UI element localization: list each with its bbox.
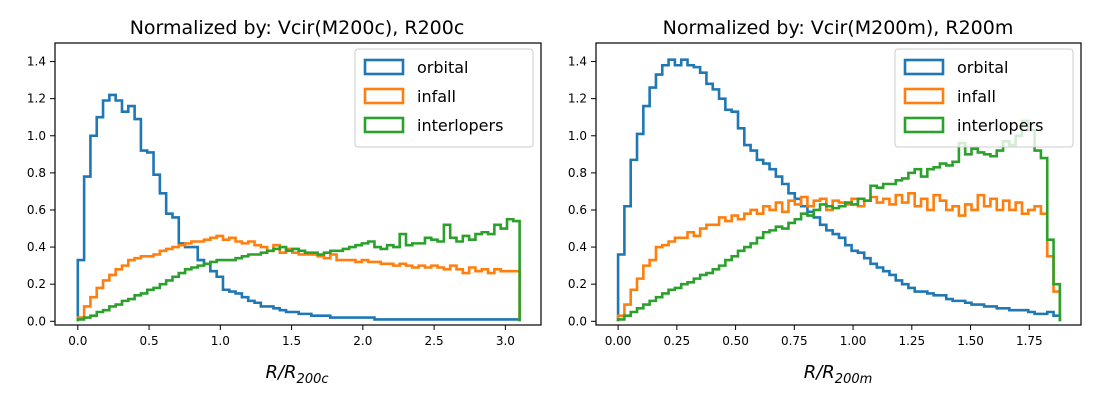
x-tick-label-left: 0.5 (140, 334, 159, 348)
x-axis-label-left-main: R/R (265, 362, 296, 383)
x-axis-label-right-sub: 200m (835, 372, 872, 387)
legend-swatch-orbital-right (903, 58, 945, 76)
chart-panel-right: Normalized by: Vcir(M200m), R200m 0.00 0.… (568, 17, 1082, 387)
x-tick-label-right: 0.50 (722, 334, 749, 348)
y-tick-label-right: 0.6 (568, 203, 587, 217)
chart-panel-left: Normalized by: Vcir(M200c), R200c 0.0 0.5… (27, 17, 542, 387)
y-tick-label-right: 1.2 (568, 92, 587, 106)
series-infall-left (76, 234, 521, 322)
legend-swatch-infall-left (363, 87, 405, 105)
plot-area-left: 0.0 0.5 1.0 1.5 2.0 2.5 3.0 0.0 0.2 0.4 0.6 0.8 1.0 1… (27, 42, 542, 348)
x-tick-label-left: 0.0 (68, 334, 87, 348)
legend-label-interlopers-right: interlopers (957, 116, 1043, 135)
legend-swatch-interlopers-left (363, 116, 405, 134)
legend-label-orbital-left: orbital (417, 58, 469, 77)
x-tick-label-right: 1.50 (957, 334, 984, 348)
y-tick-label-right: 0.8 (568, 166, 587, 180)
legend-label-interlopers-left: interlopers (417, 116, 503, 135)
series-infall-right (616, 191, 1062, 322)
x-tick-label-right: 1.25 (898, 334, 925, 348)
y-tick-label-right: 1.0 (568, 129, 587, 143)
x-tick-label-left: 1.0 (211, 334, 230, 348)
series-orbital-right (616, 58, 1062, 322)
y-tick-label-left: 1.2 (27, 92, 46, 106)
chart-title-right: Normalized by: Vcir(M200m), R200m (663, 17, 1014, 39)
x-axis-label-left: R/R200c (265, 362, 328, 387)
x-tick-label-left: 1.5 (282, 334, 301, 348)
legend-label-infall-left: infall (417, 87, 456, 106)
x-tick-label-right: 0.00 (605, 334, 632, 348)
x-axis-label-right-main: R/R (804, 362, 835, 383)
legend-label-infall-right: infall (957, 87, 996, 106)
x-tick-label-left: 2.5 (425, 334, 444, 348)
legend-right: orbital infall interlopers (894, 48, 1074, 148)
series-orbital-left (76, 93, 521, 322)
axes-frame-left (54, 42, 542, 326)
x-tick-label-right: 1.75 (1016, 334, 1043, 348)
y-tick-label-left: 0.4 (27, 240, 46, 254)
y-tick-label-left: 0.8 (27, 166, 46, 180)
y-tick-label-right: 0.0 (568, 314, 587, 328)
series-interlopers-right (616, 119, 1062, 322)
y-tick-label-left: 0.6 (27, 203, 46, 217)
y-tick-label-left: 1.4 (27, 55, 46, 69)
plot-area-right: 0.00 0.25 0.50 0.75 1.00 1.25 1.50 1.75 0.0 0.2 0.… (568, 42, 1082, 348)
x-tick-label-right: 0.75 (781, 334, 808, 348)
y-tick-label-right: 1.4 (568, 55, 587, 69)
legend-swatch-interlopers-right (903, 116, 945, 134)
y-tick-label-left: 0.2 (27, 277, 46, 291)
axes-frame-right (595, 42, 1082, 326)
y-tick-label-left: 1.0 (27, 129, 46, 143)
x-tick-label-left: 3.0 (496, 334, 515, 348)
y-tick-label-right: 0.4 (568, 240, 587, 254)
x-tick-label-right: 1.00 (840, 334, 867, 348)
y-tick-label-left: 0.0 (27, 314, 46, 328)
legend-swatch-orbital-left (363, 58, 405, 76)
legend-left: orbital infall interlopers (354, 48, 534, 148)
x-axis-label-right: R/R200m (804, 362, 873, 387)
chart-title-left: Normalized by: Vcir(M200c), R200c (130, 17, 465, 39)
x-axis-label-left-sub: 200c (297, 372, 329, 387)
x-tick-label-right: 0.25 (663, 334, 690, 348)
legend-swatch-infall-right (903, 87, 945, 105)
legend-label-orbital-right: orbital (957, 58, 1009, 77)
series-interlopers-left (76, 217, 521, 322)
x-tick-label-left: 2.0 (353, 334, 372, 348)
y-tick-label-right: 0.2 (568, 277, 587, 291)
